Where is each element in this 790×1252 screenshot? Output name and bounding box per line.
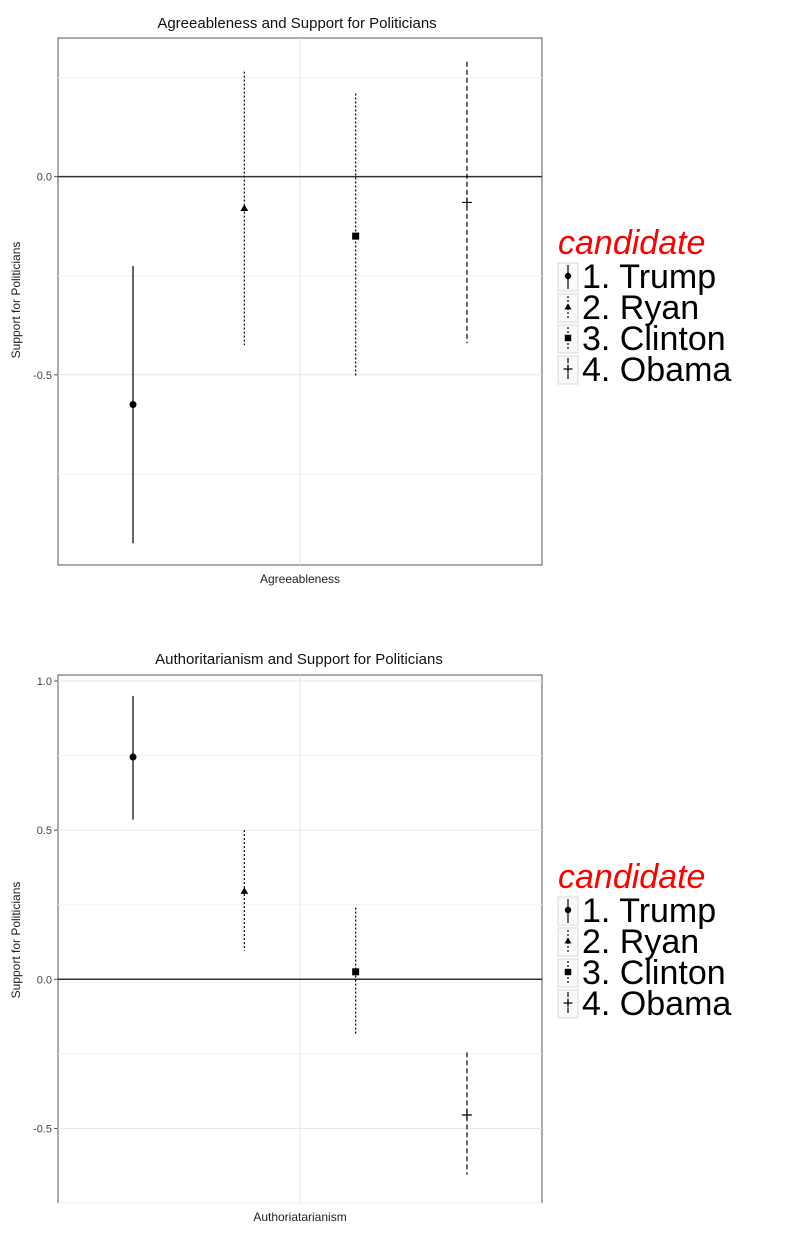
legend-key-marker — [564, 272, 572, 280]
legend-label: 4. Obama — [582, 985, 731, 1023]
y-tick-label: 0.5 — [37, 825, 52, 837]
y-tick-label: 0.0 — [37, 974, 52, 986]
y-axis-label: Support for Politicians — [9, 882, 23, 999]
legend-label: 1. Trump — [582, 892, 716, 930]
legend-label: 2. Ryan — [582, 289, 699, 327]
legend-key-marker — [564, 968, 572, 976]
legend-key-marker — [563, 998, 573, 1008]
legend-key-marker — [564, 937, 572, 944]
legend-label: 3. Clinton — [582, 954, 726, 992]
y-axis-label: Support for Politicians — [9, 242, 23, 359]
y-tick-label: -0.5 — [33, 1123, 52, 1135]
legend-label: 3. Clinton — [582, 320, 726, 358]
y-ticks: 1.0 0.5 0.0 -0.5 — [33, 676, 58, 1135]
y-tick-label: 0.0 — [37, 172, 52, 184]
estimate-point — [462, 1110, 472, 1120]
x-axis-label: Authoriatarianism — [253, 1210, 346, 1224]
estimate-point — [352, 968, 360, 976]
x-axis-label: Agreeableness — [260, 572, 340, 586]
chart-title: Authoritarianism and Support for Politic… — [155, 651, 443, 668]
estimate-point — [240, 887, 249, 894]
legend-title: candidate — [558, 224, 705, 262]
estimate-point — [462, 197, 472, 208]
legend-key-marker — [564, 303, 572, 310]
legend-key-marker — [563, 364, 573, 374]
marks — [58, 61, 542, 544]
estimate-point — [129, 401, 137, 409]
y-tick-label: 1.0 — [37, 676, 52, 688]
estimate-point — [240, 204, 249, 212]
authoritarianism-panel: Authoritarianism and Support for Politic… — [9, 651, 731, 1224]
legend-label: 4. Obama — [582, 351, 731, 389]
legend-title: candidate — [558, 858, 705, 896]
agreeableness-panel: Agreeableness and Support for Politician… — [9, 15, 731, 586]
legend-key-marker — [564, 906, 572, 914]
legend-key-marker — [564, 334, 572, 342]
legend-label: 2. Ryan — [582, 923, 699, 961]
estimate-point — [352, 232, 360, 240]
marks — [58, 695, 542, 1175]
legend-label: 1. Trump — [582, 258, 716, 296]
y-tick-label: -0.5 — [33, 370, 52, 382]
estimate-point — [129, 753, 137, 761]
y-ticks: 0.0 -0.5 — [33, 172, 58, 382]
chart-title: Agreeableness and Support for Politician… — [157, 15, 436, 32]
grid — [58, 38, 542, 565]
